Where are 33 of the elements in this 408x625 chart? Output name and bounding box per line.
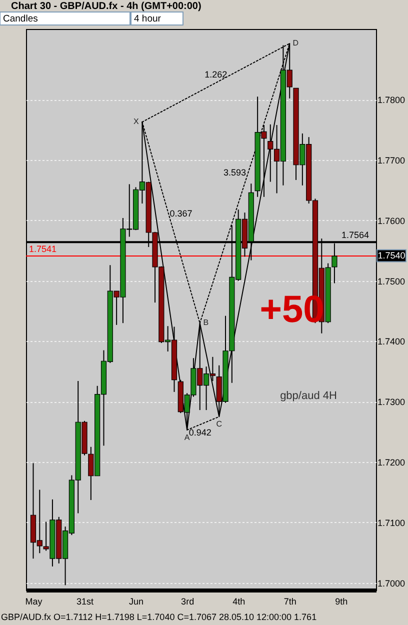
y-tick-label: 1.7500 <box>378 276 406 286</box>
series-label: 1.262 <box>204 70 228 80</box>
x-tick-label: Jun <box>129 596 144 606</box>
text: Candles <box>3 14 38 24</box>
series-label: 3.593 <box>223 167 246 178</box>
ref-line-label: 1.7541 <box>29 244 57 254</box>
y-tick-label: 1.7300 <box>378 397 406 408</box>
y-tick-label: 1.7700 <box>378 156 406 166</box>
x-tick-label: 31st <box>76 596 94 606</box>
ref-line-label: 1.7564 <box>341 230 369 240</box>
text: GBP/AUD.fx O=1.7112 H=1.7198 L=1.7040 C=1.7067 28.05.10 12:00:00 1.761 <box>1 612 317 622</box>
x-tick-label: 4th <box>232 596 246 606</box>
chart-title: Chart 30 - GBP/AUD.fx - 4h (GMT+00:00) <box>11 1 202 12</box>
y-tick-label: 1.7000 <box>378 578 406 588</box>
y-tick-label: 1.7100 <box>378 518 406 528</box>
data-label: X <box>134 116 140 126</box>
data-label: C <box>216 420 222 429</box>
text: 4 hour <box>134 14 161 24</box>
series-label: 0.942 <box>188 427 212 438</box>
x-tick-label: 7th <box>284 596 296 606</box>
data-label: D <box>292 38 299 48</box>
data-label: A <box>184 432 190 442</box>
y-tick-label: 1.7400 <box>378 336 406 347</box>
x-tick-label: 9th <box>335 596 348 606</box>
series-label: 0.367 <box>170 208 192 219</box>
y-tick-label: 1.7800 <box>378 95 406 106</box>
text: 1.7540 <box>378 250 406 261</box>
y-tick-label: 1.7200 <box>378 457 406 468</box>
x-tick-label: 3rd <box>181 596 194 606</box>
y-tick-label: 1.7600 <box>378 216 406 226</box>
data-label: B <box>203 318 209 328</box>
annotation: gbp/aud 4H <box>280 390 337 402</box>
x-tick-label: May <box>25 596 43 606</box>
